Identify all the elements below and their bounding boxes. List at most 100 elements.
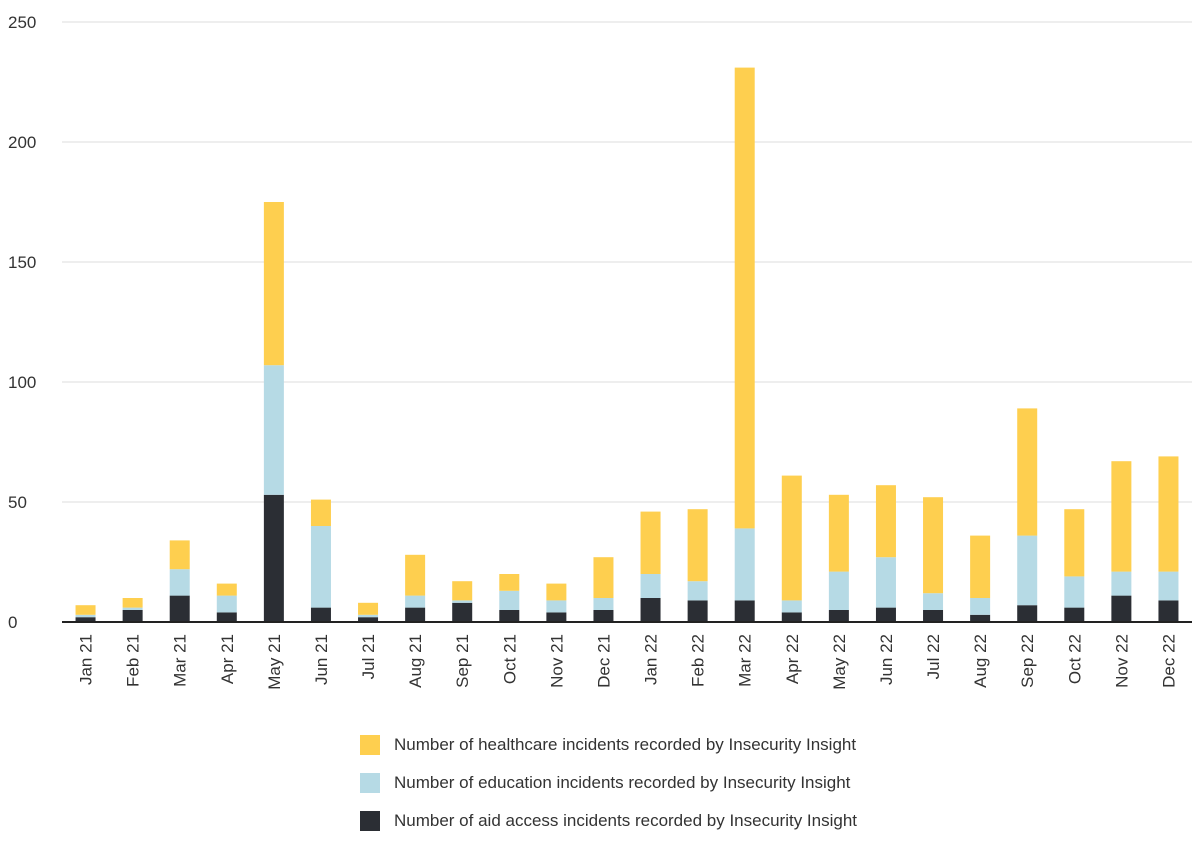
bar-segment-series-0 xyxy=(970,614,991,622)
bar-segment-series-0 xyxy=(687,600,708,622)
bar-segment-series-2 xyxy=(216,583,237,596)
bar-segment-series-2 xyxy=(1064,509,1085,577)
bar-segment-series-0 xyxy=(593,610,614,622)
bar-segment-series-2 xyxy=(452,581,473,601)
bar-segment-series-0 xyxy=(1064,607,1085,622)
bar-segment-series-0 xyxy=(640,598,661,622)
bar-segment-series-2 xyxy=(75,605,96,615)
bar-segment-series-0 xyxy=(1111,595,1132,622)
bar-segment-series-2 xyxy=(734,67,755,529)
bar-segment-series-0 xyxy=(452,602,473,622)
bar-segment-series-2 xyxy=(169,540,190,570)
bar-segment-series-1 xyxy=(1158,571,1179,601)
bar-segment-series-1 xyxy=(122,607,143,610)
bar-segment-series-1 xyxy=(1111,571,1132,596)
bar-segment-series-2 xyxy=(640,511,661,574)
bar-segment-series-2 xyxy=(358,602,379,615)
x-tick-label: Dec 22 xyxy=(1159,634,1178,688)
bar-segment-series-1 xyxy=(452,600,473,603)
stacked-bar-chart: 0 50 100 150 200 250 Jan 21 Feb 21 Mar 21 Apr 21… xyxy=(8,13,1192,690)
legend-item-aid-access: Number of aid access incidents recorded … xyxy=(360,809,857,833)
legend-label-aid-access: Number of aid access incidents recorded … xyxy=(394,811,858,830)
legend-label-healthcare: Number of healthcare incidents recorded … xyxy=(394,735,857,754)
bar-segment-series-2 xyxy=(781,475,802,601)
x-tick-label: Oct 21 xyxy=(500,634,519,684)
bar-segment-series-1 xyxy=(781,600,802,613)
bars xyxy=(75,67,1179,622)
x-tick-label: Jan 22 xyxy=(642,634,661,685)
bar-segment-series-1 xyxy=(263,365,284,495)
x-tick-label: Oct 22 xyxy=(1065,634,1084,684)
bar-segment-series-2 xyxy=(546,583,567,601)
bar-segment-series-0 xyxy=(923,610,944,622)
bar-segment-series-1 xyxy=(593,598,614,610)
bar-segment-series-1 xyxy=(358,614,379,618)
bar-segment-series-2 xyxy=(970,535,991,598)
bar-segment-series-1 xyxy=(875,557,896,608)
bar-segment-series-1 xyxy=(405,595,426,608)
x-tick-label: Feb 21 xyxy=(124,634,143,687)
x-tick-label: Jun 22 xyxy=(877,634,896,685)
bar-segment-series-2 xyxy=(499,574,520,591)
bar-segment-series-0 xyxy=(75,617,96,622)
x-tick-label: Jun 21 xyxy=(312,634,331,685)
bar-segment-series-0 xyxy=(781,612,802,622)
x-tick-label: May 21 xyxy=(265,634,284,690)
legend-item-healthcare: Number of healthcare incidents recorded … xyxy=(360,733,857,757)
bar-segment-series-2 xyxy=(405,554,426,596)
bar-segment-series-2 xyxy=(828,494,849,572)
legend-label-education: Number of education incidents recorded b… xyxy=(394,773,851,792)
bar-segment-series-1 xyxy=(169,569,190,596)
y-tick-label: 250 xyxy=(8,13,36,32)
y-axis-ticks: 0 50 100 150 200 250 xyxy=(8,13,36,632)
legend-swatch-aid-access xyxy=(360,811,380,831)
bar-segment-series-0 xyxy=(405,607,426,622)
bar-segment-series-2 xyxy=(310,499,331,526)
legend-swatch-education xyxy=(360,773,380,793)
x-tick-label: Aug 21 xyxy=(406,634,425,688)
x-tick-label: Aug 22 xyxy=(971,634,990,688)
bar-segment-series-2 xyxy=(1111,461,1132,572)
y-tick-label: 50 xyxy=(8,493,27,512)
bar-segment-series-2 xyxy=(687,509,708,582)
bar-segment-series-1 xyxy=(216,595,237,613)
bar-segment-series-0 xyxy=(546,612,567,622)
bar-segment-series-1 xyxy=(1064,576,1085,608)
bar-segment-series-2 xyxy=(1158,456,1179,572)
bar-segment-series-1 xyxy=(75,614,96,618)
x-axis-ticks: Jan 21 Feb 21 Mar 21 Apr 21 May 21 Jun 21 Jul … xyxy=(77,634,1179,690)
bar-segment-series-1 xyxy=(923,593,944,610)
legend: Number of healthcare incidents recorded … xyxy=(360,733,857,847)
legend-item-education: Number of education incidents recorded b… xyxy=(360,771,857,795)
bar-segment-series-1 xyxy=(734,528,755,601)
bar-segment-series-1 xyxy=(546,600,567,613)
bar-segment-series-1 xyxy=(310,526,331,608)
bar-segment-series-2 xyxy=(593,557,614,598)
bar-segment-series-2 xyxy=(122,598,143,608)
bar-segment-series-1 xyxy=(828,571,849,610)
bar-segment-series-0 xyxy=(122,610,143,622)
bar-segment-series-0 xyxy=(1158,600,1179,622)
bar-segment-series-1 xyxy=(640,574,661,598)
x-tick-label: Dec 21 xyxy=(594,634,613,688)
bar-segment-series-0 xyxy=(358,617,379,622)
x-tick-label: Sep 21 xyxy=(453,634,472,688)
x-tick-label: Nov 21 xyxy=(547,634,566,688)
bar-segment-series-2 xyxy=(1017,408,1038,536)
bar-segment-series-0 xyxy=(169,595,190,622)
y-tick-label: 200 xyxy=(8,133,36,152)
x-tick-label: Nov 22 xyxy=(1112,634,1131,688)
x-tick-label: Mar 21 xyxy=(171,634,190,687)
bar-segment-series-0 xyxy=(216,612,237,622)
y-tick-label: 100 xyxy=(8,373,36,392)
bar-segment-series-1 xyxy=(970,598,991,615)
x-tick-label: Apr 22 xyxy=(783,634,802,684)
bar-segment-series-0 xyxy=(734,600,755,622)
x-tick-label: Mar 22 xyxy=(736,634,755,687)
x-tick-label: May 22 xyxy=(830,634,849,690)
bar-segment-series-0 xyxy=(1017,605,1038,622)
bar-segment-series-0 xyxy=(263,494,284,622)
x-tick-label: Jul 22 xyxy=(924,634,943,679)
bar-segment-series-0 xyxy=(499,610,520,622)
x-tick-label: Jan 21 xyxy=(77,634,96,685)
